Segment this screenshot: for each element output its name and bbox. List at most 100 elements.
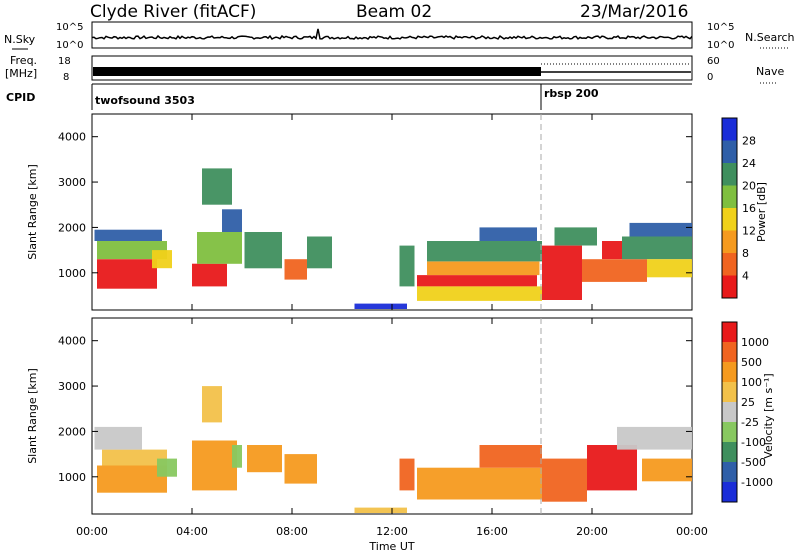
colorbar-swatch-3 <box>722 382 737 403</box>
x-tick-label-6: 00:00 <box>676 525 708 538</box>
x-tick-label-4: 16:00 <box>476 525 508 538</box>
scatter-patch-0 <box>97 259 157 289</box>
scatter-patch-12 <box>399 245 415 287</box>
scatter-patch-4 <box>192 263 227 287</box>
colorbar-tick-3: 25 <box>741 396 755 409</box>
y-tick-label-0: 1000 <box>58 267 86 280</box>
colorbar-tick-0: 4 <box>742 270 749 283</box>
x-axis-label: Time UT <box>368 540 414 553</box>
colorbar-swatch-1 <box>722 342 737 363</box>
scatter-patch-9 <box>284 259 307 280</box>
colorbar-swatch-0 <box>722 322 737 343</box>
nsky-strip: N.Sky 10^5 10^0 10^5 10^0 N.Search <box>4 21 795 51</box>
colorbar-tick-2: 100 <box>741 376 762 389</box>
scatter-patch-10 <box>417 467 542 500</box>
colorbar-swatch-5 <box>722 422 737 443</box>
colorbar-frame <box>721 321 738 503</box>
scatter-patch-15 <box>642 458 692 482</box>
x-tick-label-0: 00:00 <box>76 525 108 538</box>
colorbar-tick-0: 1000 <box>741 336 769 349</box>
freq-strip: Freq. [MHz] 18 8 60 0 Nave <box>5 54 784 84</box>
scatter-patch-24 <box>647 259 692 278</box>
power-ylabel: Slant Range [km] <box>26 164 39 260</box>
scatter-patch-16 <box>427 241 542 262</box>
power-colorbar: 4 8 12 16 20 24 28 <box>721 117 756 299</box>
beam-label: Beam 02 <box>356 2 432 22</box>
colorbar-swatch-6 <box>722 442 737 463</box>
x-tick-label-1: 04:00 <box>176 525 208 538</box>
power-panel: 1000 2000 3000 4000 Slant Range [km] 4 8 12 16… <box>26 113 768 311</box>
cpid-segment-rbsp: rbsp 200 <box>544 87 599 100</box>
scatter-patch-1 <box>102 449 167 466</box>
scatter-patch-9 <box>399 458 415 491</box>
y-tick-label-0: 1000 <box>58 471 86 484</box>
cpid-strip: CPID twofsound 3503 rbsp 200 <box>6 83 692 110</box>
colorbar-tick-4: 20 <box>742 180 756 193</box>
scatter-patch-14 <box>417 286 542 301</box>
velocity-x-ticks: 00:00 04:00 08:00 12:00 16:00 20:00 00:00 <box>76 318 708 538</box>
scatter-patch-7 <box>247 445 282 473</box>
nsearch-tick-top: 10^5 <box>707 22 734 33</box>
colorbar-swatch-8 <box>722 482 737 503</box>
power-patches <box>94 168 692 309</box>
colorbar-tick-4: -25 <box>741 416 759 429</box>
scatter-patch-5 <box>202 386 222 423</box>
velocity-ylabel: Slant Range [km] <box>26 368 39 464</box>
scatter-patch-3 <box>152 250 172 269</box>
scatter-patch-15 <box>427 261 540 276</box>
y-tick-label-1: 2000 <box>58 221 86 234</box>
freq-band-twofsound <box>93 67 541 76</box>
nave-label: Nave <box>756 65 784 78</box>
y-tick-label-3: 4000 <box>58 131 86 144</box>
freq-label: Freq. <box>10 54 37 67</box>
scatter-patch-14 <box>617 426 692 450</box>
scatter-patch-2 <box>94 426 142 450</box>
nsky-tick-top: 10^5 <box>56 22 83 33</box>
scatter-patch-11 <box>479 445 542 468</box>
colorbar-swatch-5 <box>722 230 737 254</box>
x-tick-label-3: 12:00 <box>376 525 408 538</box>
colorbar-tick-7: -1000 <box>741 476 773 489</box>
scatter-patch-20 <box>582 259 647 282</box>
colorbar-swatch-3 <box>722 185 737 209</box>
power-y-ticks: 1000 2000 3000 4000 <box>58 131 692 280</box>
velocity-colorbar: 1000 500 100 25 -25 -100 -500 -1000 <box>721 321 773 503</box>
colorbar-tick-1: 500 <box>741 356 762 369</box>
velocity-panel: 1000 2000 3000 4000 00:00 04:00 08:00 12:00 16:… <box>26 317 775 538</box>
x-tick-label-2: 08:00 <box>276 525 308 538</box>
nsky-tick-bottom: 10^0 <box>56 40 83 51</box>
colorbar-tick-6: -500 <box>741 456 766 469</box>
scatter-patch-12 <box>542 458 587 502</box>
power-x-ticks <box>91 114 693 310</box>
colorbar-swatch-2 <box>722 362 737 383</box>
cpid-label: CPID <box>6 91 35 104</box>
nave-tick-bottom: 0 <box>707 72 713 83</box>
scatter-patch-8 <box>244 232 282 269</box>
colorbar-tick-3: 16 <box>742 202 756 215</box>
colorbar-swatch-7 <box>722 462 737 483</box>
colorbar-frame <box>721 117 738 299</box>
scatter-patch-2 <box>94 229 162 241</box>
colorbar-swatch-0 <box>722 118 737 141</box>
colorbar-swatch-7 <box>722 275 737 299</box>
scatter-patch-16 <box>354 507 407 513</box>
scatter-patch-22 <box>622 236 692 260</box>
colorbar-tick-6: 28 <box>742 135 756 148</box>
scatter-patch-0 <box>97 465 167 493</box>
freq-tick-bottom: 8 <box>63 72 69 83</box>
y-tick-label-2: 3000 <box>58 380 86 393</box>
scatter-patch-1 <box>97 241 167 260</box>
scatter-patch-7 <box>222 209 242 232</box>
nsearch-tick-bottom: 10^0 <box>707 40 734 51</box>
scatter-patch-6 <box>232 445 242 468</box>
scatter-patch-21 <box>602 241 622 260</box>
scatter-patch-5 <box>197 232 242 264</box>
scatter-patch-13 <box>417 275 537 287</box>
scatter-patch-19 <box>554 227 597 246</box>
freq-tick-top: 18 <box>58 56 71 67</box>
date-label: 23/Mar/2016 <box>580 2 688 22</box>
scatter-patch-13 <box>587 445 637 491</box>
freq-unit: [MHz] <box>5 67 37 80</box>
velocity-patches <box>94 386 692 513</box>
